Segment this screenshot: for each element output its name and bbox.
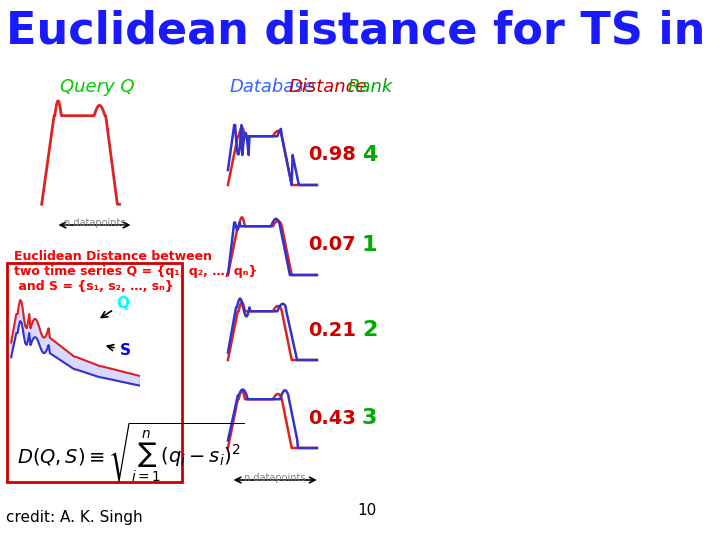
Text: 4: 4 — [362, 145, 377, 165]
Text: n datapoints: n datapoints — [244, 473, 306, 483]
Text: 2: 2 — [362, 320, 377, 340]
Text: two time series Q = {q₁, q₂, …, qₙ}: two time series Q = {q₁, q₂, …, qₙ} — [14, 265, 257, 278]
Text: n datapoints: n datapoints — [64, 218, 125, 228]
Text: credit: A. K. Singh: credit: A. K. Singh — [6, 510, 142, 525]
Text: S: S — [107, 343, 130, 358]
Text: 0.98: 0.98 — [308, 145, 356, 165]
Text: 1: 1 — [362, 235, 377, 255]
Text: Database: Database — [230, 78, 315, 96]
Text: 10: 10 — [357, 503, 377, 518]
Text: 0.43: 0.43 — [308, 408, 356, 428]
Text: Rank: Rank — [347, 78, 392, 96]
Text: Query Q: Query Q — [60, 78, 135, 96]
Text: 0.07: 0.07 — [309, 235, 356, 254]
Text: Euclidean Distance between: Euclidean Distance between — [14, 250, 212, 263]
Text: Euclidean distance for TS in action: Euclidean distance for TS in action — [6, 10, 720, 53]
Text: 0.21: 0.21 — [308, 321, 356, 340]
Text: Distance: Distance — [289, 78, 367, 96]
Text: $D(Q, S) \equiv \sqrt{\sum_{i=1}^{n}(q_i - s_i)^2}$: $D(Q, S) \equiv \sqrt{\sum_{i=1}^{n}(q_i… — [17, 420, 245, 483]
Text: Q: Q — [102, 296, 130, 318]
Text: and S = {s₁, s₂, …, sₙ}: and S = {s₁, s₂, …, sₙ} — [14, 280, 174, 293]
Text: 3: 3 — [362, 408, 377, 428]
FancyBboxPatch shape — [7, 263, 181, 482]
